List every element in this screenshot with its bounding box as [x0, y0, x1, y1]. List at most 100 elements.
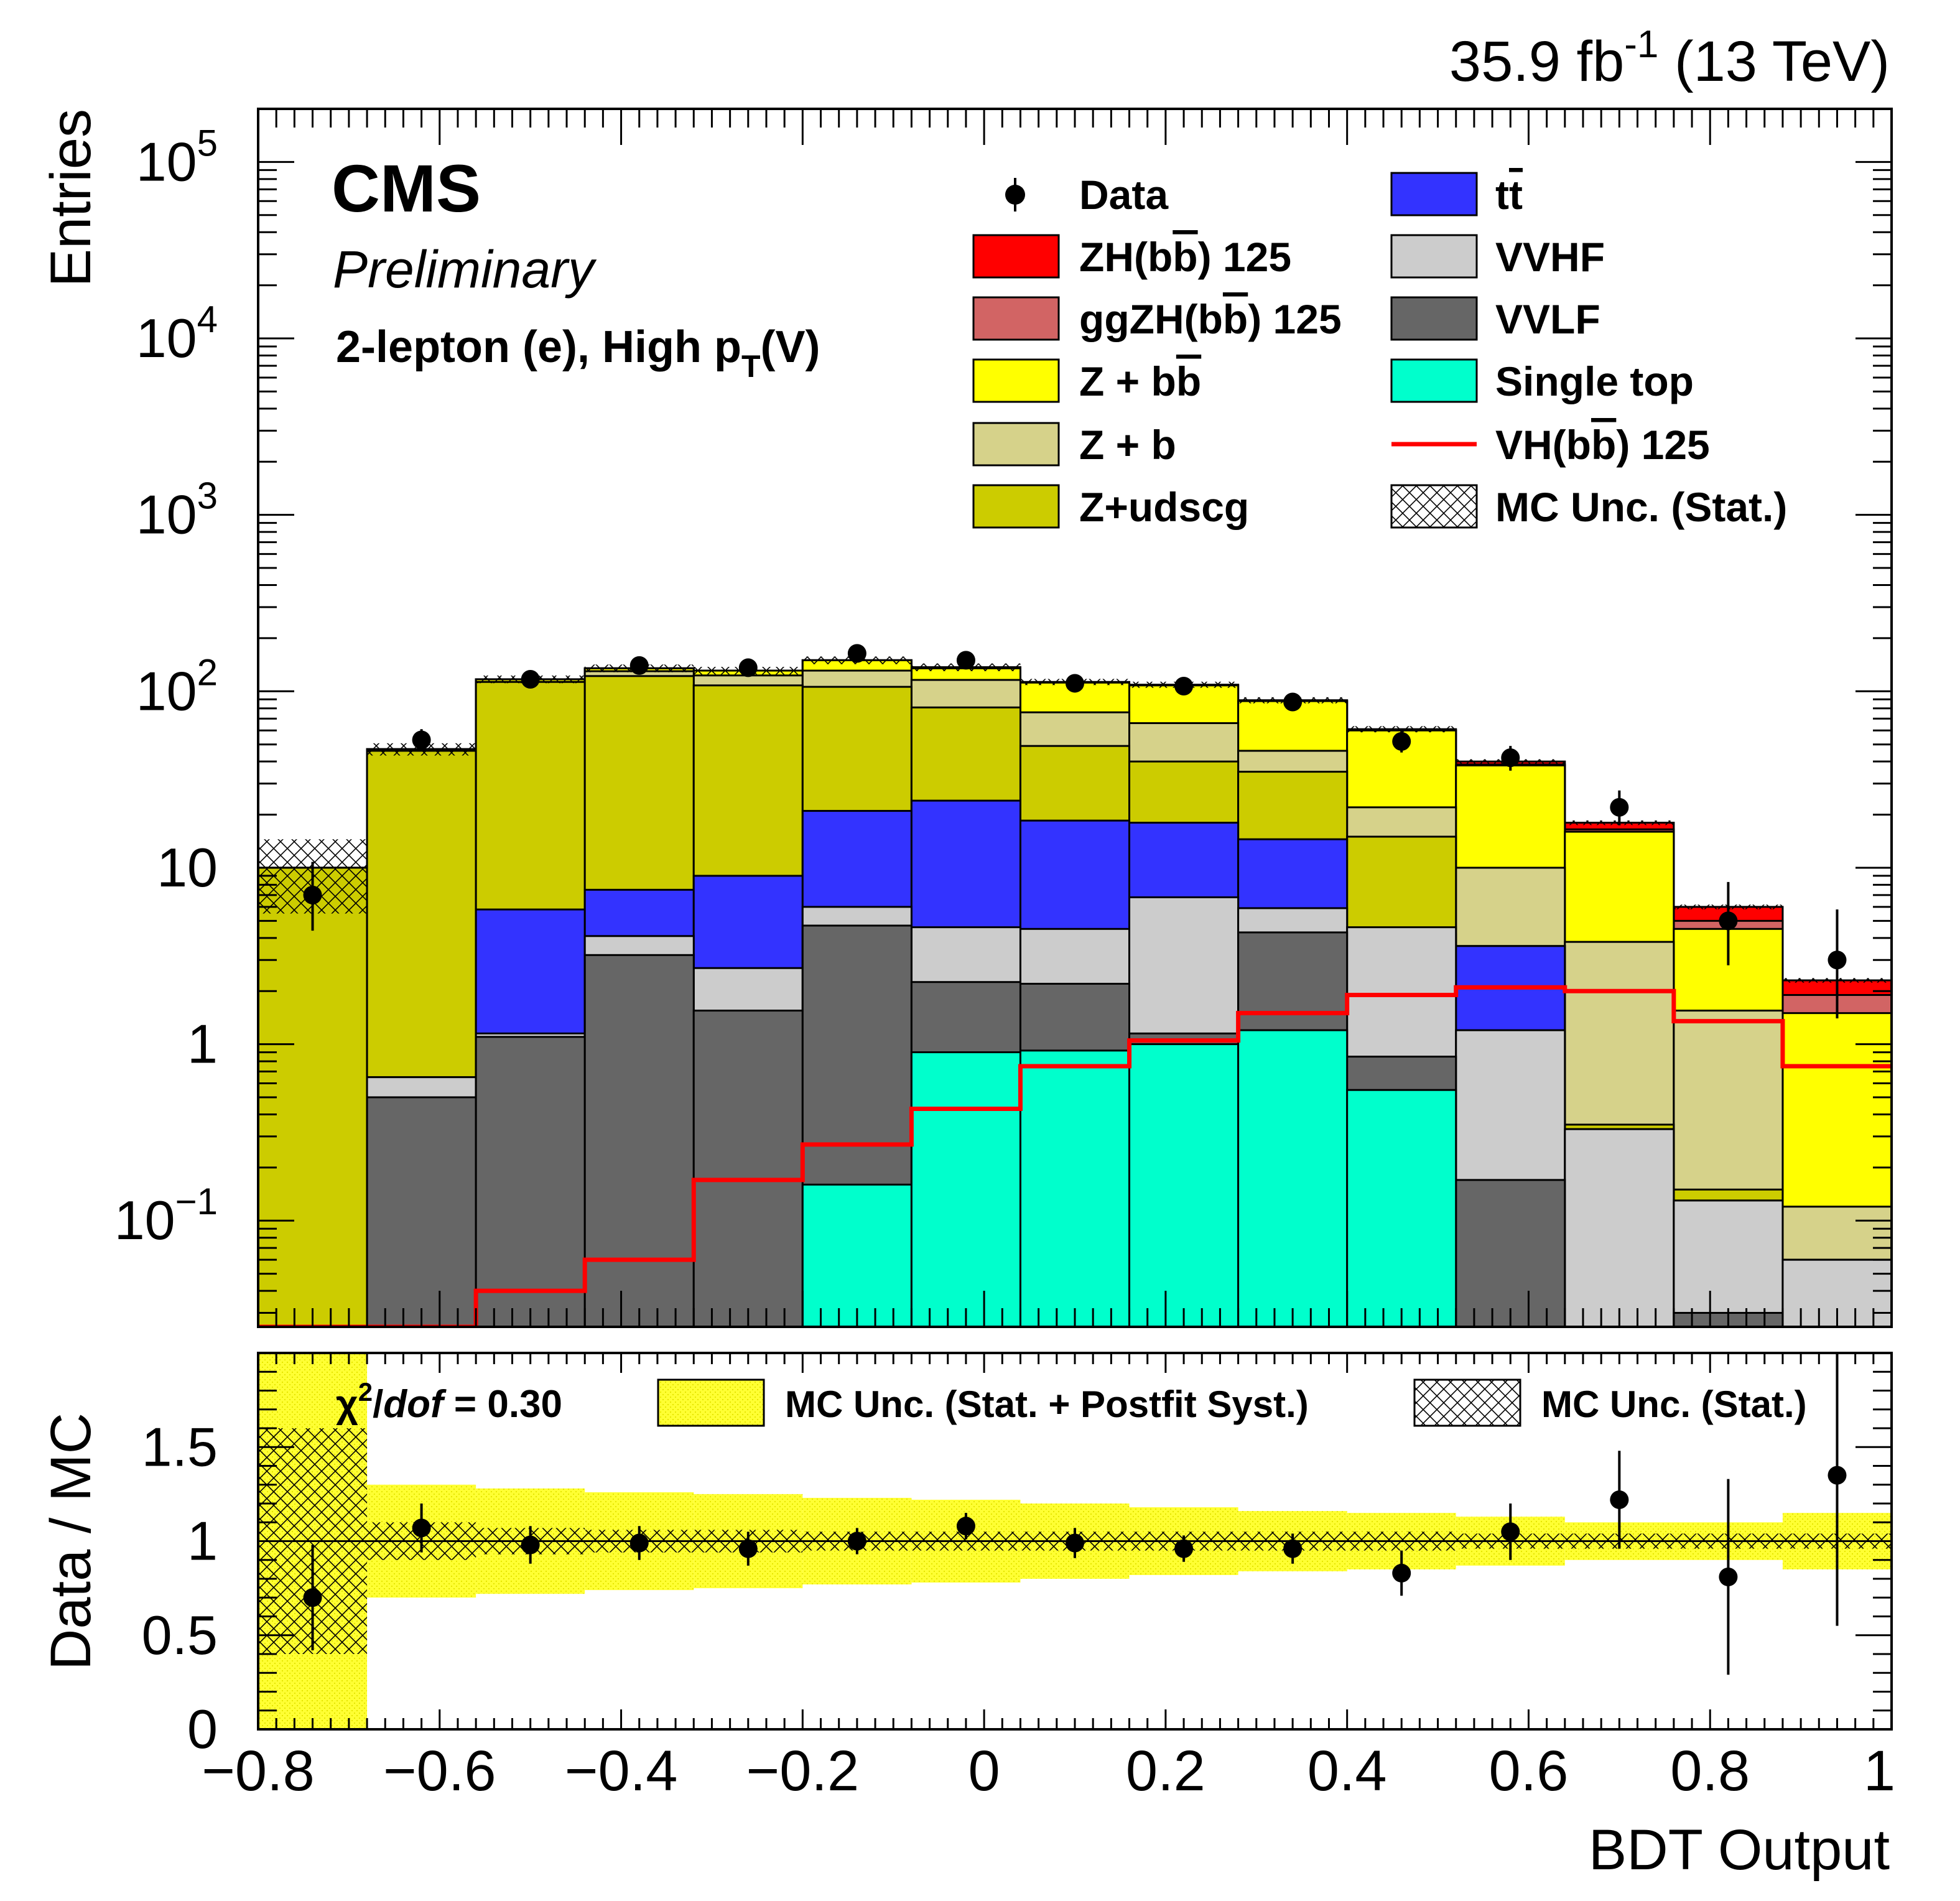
svg-text:ZH(bb) 125: ZH(bb) 125 — [1079, 234, 1291, 280]
y-tick-label: 1 — [187, 1013, 218, 1075]
x-tick-label: −0.6 — [383, 1739, 496, 1803]
stack-bar-single-top — [1346, 1089, 1457, 1327]
ratio-point — [412, 1518, 431, 1538]
x-axis-label: BDT Output — [1589, 1818, 1890, 1882]
stack-bar-vvlf — [366, 1096, 477, 1327]
stack-bar-single-top — [910, 1051, 1021, 1327]
y-tick-label: 105 — [136, 122, 218, 192]
legend-item-vvlf: VVLF — [1390, 296, 1600, 342]
svg-text:Single top: Single top — [1495, 358, 1694, 404]
y-tick-label: 104 — [136, 299, 218, 369]
stack-bar-single-top — [1128, 1043, 1240, 1327]
svg-text:MC Unc. (Stat.): MC Unc. (Stat.) — [1541, 1383, 1807, 1425]
x-tick-label: −0.4 — [565, 1739, 678, 1803]
legend-item-ggzh: ggZH(bb) 125 — [972, 296, 1342, 342]
ratio-point — [956, 1517, 975, 1536]
ratio-x-ticks: −0.8 −0.6 −0.4 −0.2 0 0.2 0.4 0.6 0.8 1 — [202, 1353, 1895, 1803]
stack-bar-single-top — [1237, 1029, 1349, 1327]
svg-text:VVLF: VVLF — [1495, 296, 1600, 342]
legend-item-z-b: Z + b — [972, 422, 1176, 468]
ratio-point — [847, 1531, 866, 1551]
stack-bar-vvlf — [692, 1010, 804, 1327]
mc-stat-unc-box — [1347, 726, 1456, 733]
data-points — [303, 644, 1847, 1019]
ratio-plot-panel: 0 0.5 1 1.5 −0.8 −0.6 −0.4 −0.2 0 0.2 0.4 0.6 0.8 1 — [142, 1352, 1895, 1803]
svg-text:Z + b: Z + b — [1079, 422, 1176, 468]
data-point — [1501, 748, 1520, 768]
x-tick-label: 0 — [968, 1739, 1000, 1803]
y-axis-label-ratio: Data / MC — [39, 1413, 103, 1670]
ratio-point — [1610, 1490, 1629, 1509]
lumi-label: 35.9 fb-1 (13 TeV) — [1449, 23, 1890, 93]
stack-bar-vvlf — [1455, 1179, 1566, 1327]
y-axis-label-entries: Entries — [39, 109, 103, 287]
ratio-point — [738, 1539, 758, 1558]
ratio-point — [1719, 1567, 1738, 1586]
legend-item-single-top: Single top — [1390, 358, 1694, 404]
ratio-point — [1392, 1563, 1411, 1583]
y-tick-label: 0.5 — [142, 1604, 218, 1666]
ratio-point — [303, 1588, 322, 1607]
legend-item-stat-band: MC Unc. (Stat.) — [1413, 1378, 1807, 1427]
svg-text:Z+udscg: Z+udscg — [1079, 484, 1249, 530]
ratio-legend: χ2/dof = 0.30 MC Unc. (Stat. + Postfit S… — [336, 1377, 1807, 1427]
data-point — [738, 658, 758, 677]
legend-item-zh: ZH(bb) 125 — [972, 234, 1291, 280]
legend-item-data: Data — [1005, 172, 1169, 218]
ratio-point — [1501, 1522, 1520, 1541]
data-point — [1828, 950, 1847, 970]
svg-text:ggZH(bb) 125: ggZH(bb) 125 — [1079, 296, 1342, 342]
svg-text:tt: tt — [1495, 172, 1523, 218]
data-point — [1174, 676, 1194, 695]
stack-bar-vvlf — [583, 954, 695, 1327]
ratio-point — [1174, 1539, 1194, 1558]
ratio-point — [1283, 1539, 1303, 1558]
x-tick-label: 0.6 — [1489, 1739, 1568, 1803]
data-point — [1066, 674, 1084, 693]
ratio-point — [1828, 1466, 1847, 1485]
stack-bar-vvhf — [1564, 1128, 1675, 1327]
main-x-ticks — [257, 109, 1893, 1327]
legend-item-ttbar: tt — [1390, 172, 1523, 218]
ratio-point — [1066, 1533, 1084, 1553]
ratio-points — [303, 1353, 1847, 1675]
x-tick-label: −0.8 — [202, 1739, 315, 1803]
y-tick-label: 0 — [187, 1698, 218, 1760]
data-point — [303, 885, 322, 904]
svg-text:Z + bb: Z + bb — [1079, 358, 1201, 404]
preliminary-label: Preliminary — [333, 240, 597, 299]
ratio-point — [629, 1533, 649, 1553]
data-point — [1392, 732, 1411, 751]
svg-text:MC Unc. (Stat.): MC Unc. (Stat.) — [1495, 484, 1787, 530]
legend-item-postfit-band: MC Unc. (Stat. + Postfit Syst.) — [657, 1378, 1309, 1427]
x-tick-label: 0.8 — [1670, 1739, 1750, 1803]
svg-text:VH(bb) 125: VH(bb) 125 — [1495, 422, 1710, 468]
chi2-label: χ2/dof = 0.30 — [336, 1377, 562, 1426]
data-point — [1283, 692, 1303, 712]
channel-label: 2-lepton (e), High pT(V) — [336, 322, 820, 384]
x-tick-label: 1 — [1864, 1739, 1895, 1803]
ratio-y-ticks: 0 0.5 1 1.5 — [142, 1352, 1892, 1760]
legend-item-vvhf: VVHF — [1390, 234, 1605, 280]
cms-label: CMS — [332, 151, 481, 226]
svg-text:MC Unc. (Stat. + Postfit Syst.: MC Unc. (Stat. + Postfit Syst.) — [785, 1383, 1309, 1425]
y-tick-label: 102 — [136, 651, 218, 722]
svg-text:VVHF: VVHF — [1495, 234, 1605, 280]
y-tick-label: 10 — [157, 837, 218, 898]
data-point — [1719, 911, 1738, 931]
ratio-point — [521, 1535, 540, 1555]
data-point — [956, 651, 975, 670]
data-point — [629, 656, 649, 675]
legend-item-z-udscg: Z+udscg — [972, 484, 1249, 530]
legend-item-z-bb: Z + bb — [972, 358, 1201, 404]
y-tick-label: 103 — [136, 475, 218, 546]
stack-bar-single-top — [801, 1183, 913, 1327]
svg-text:Data: Data — [1079, 172, 1169, 218]
stack-bar-vvlf — [475, 1036, 586, 1327]
legend-item-mc-unc: MC Unc. (Stat.) — [1390, 484, 1787, 530]
y-tick-label: 1.5 — [142, 1416, 218, 1477]
x-tick-label: −0.2 — [746, 1739, 860, 1803]
